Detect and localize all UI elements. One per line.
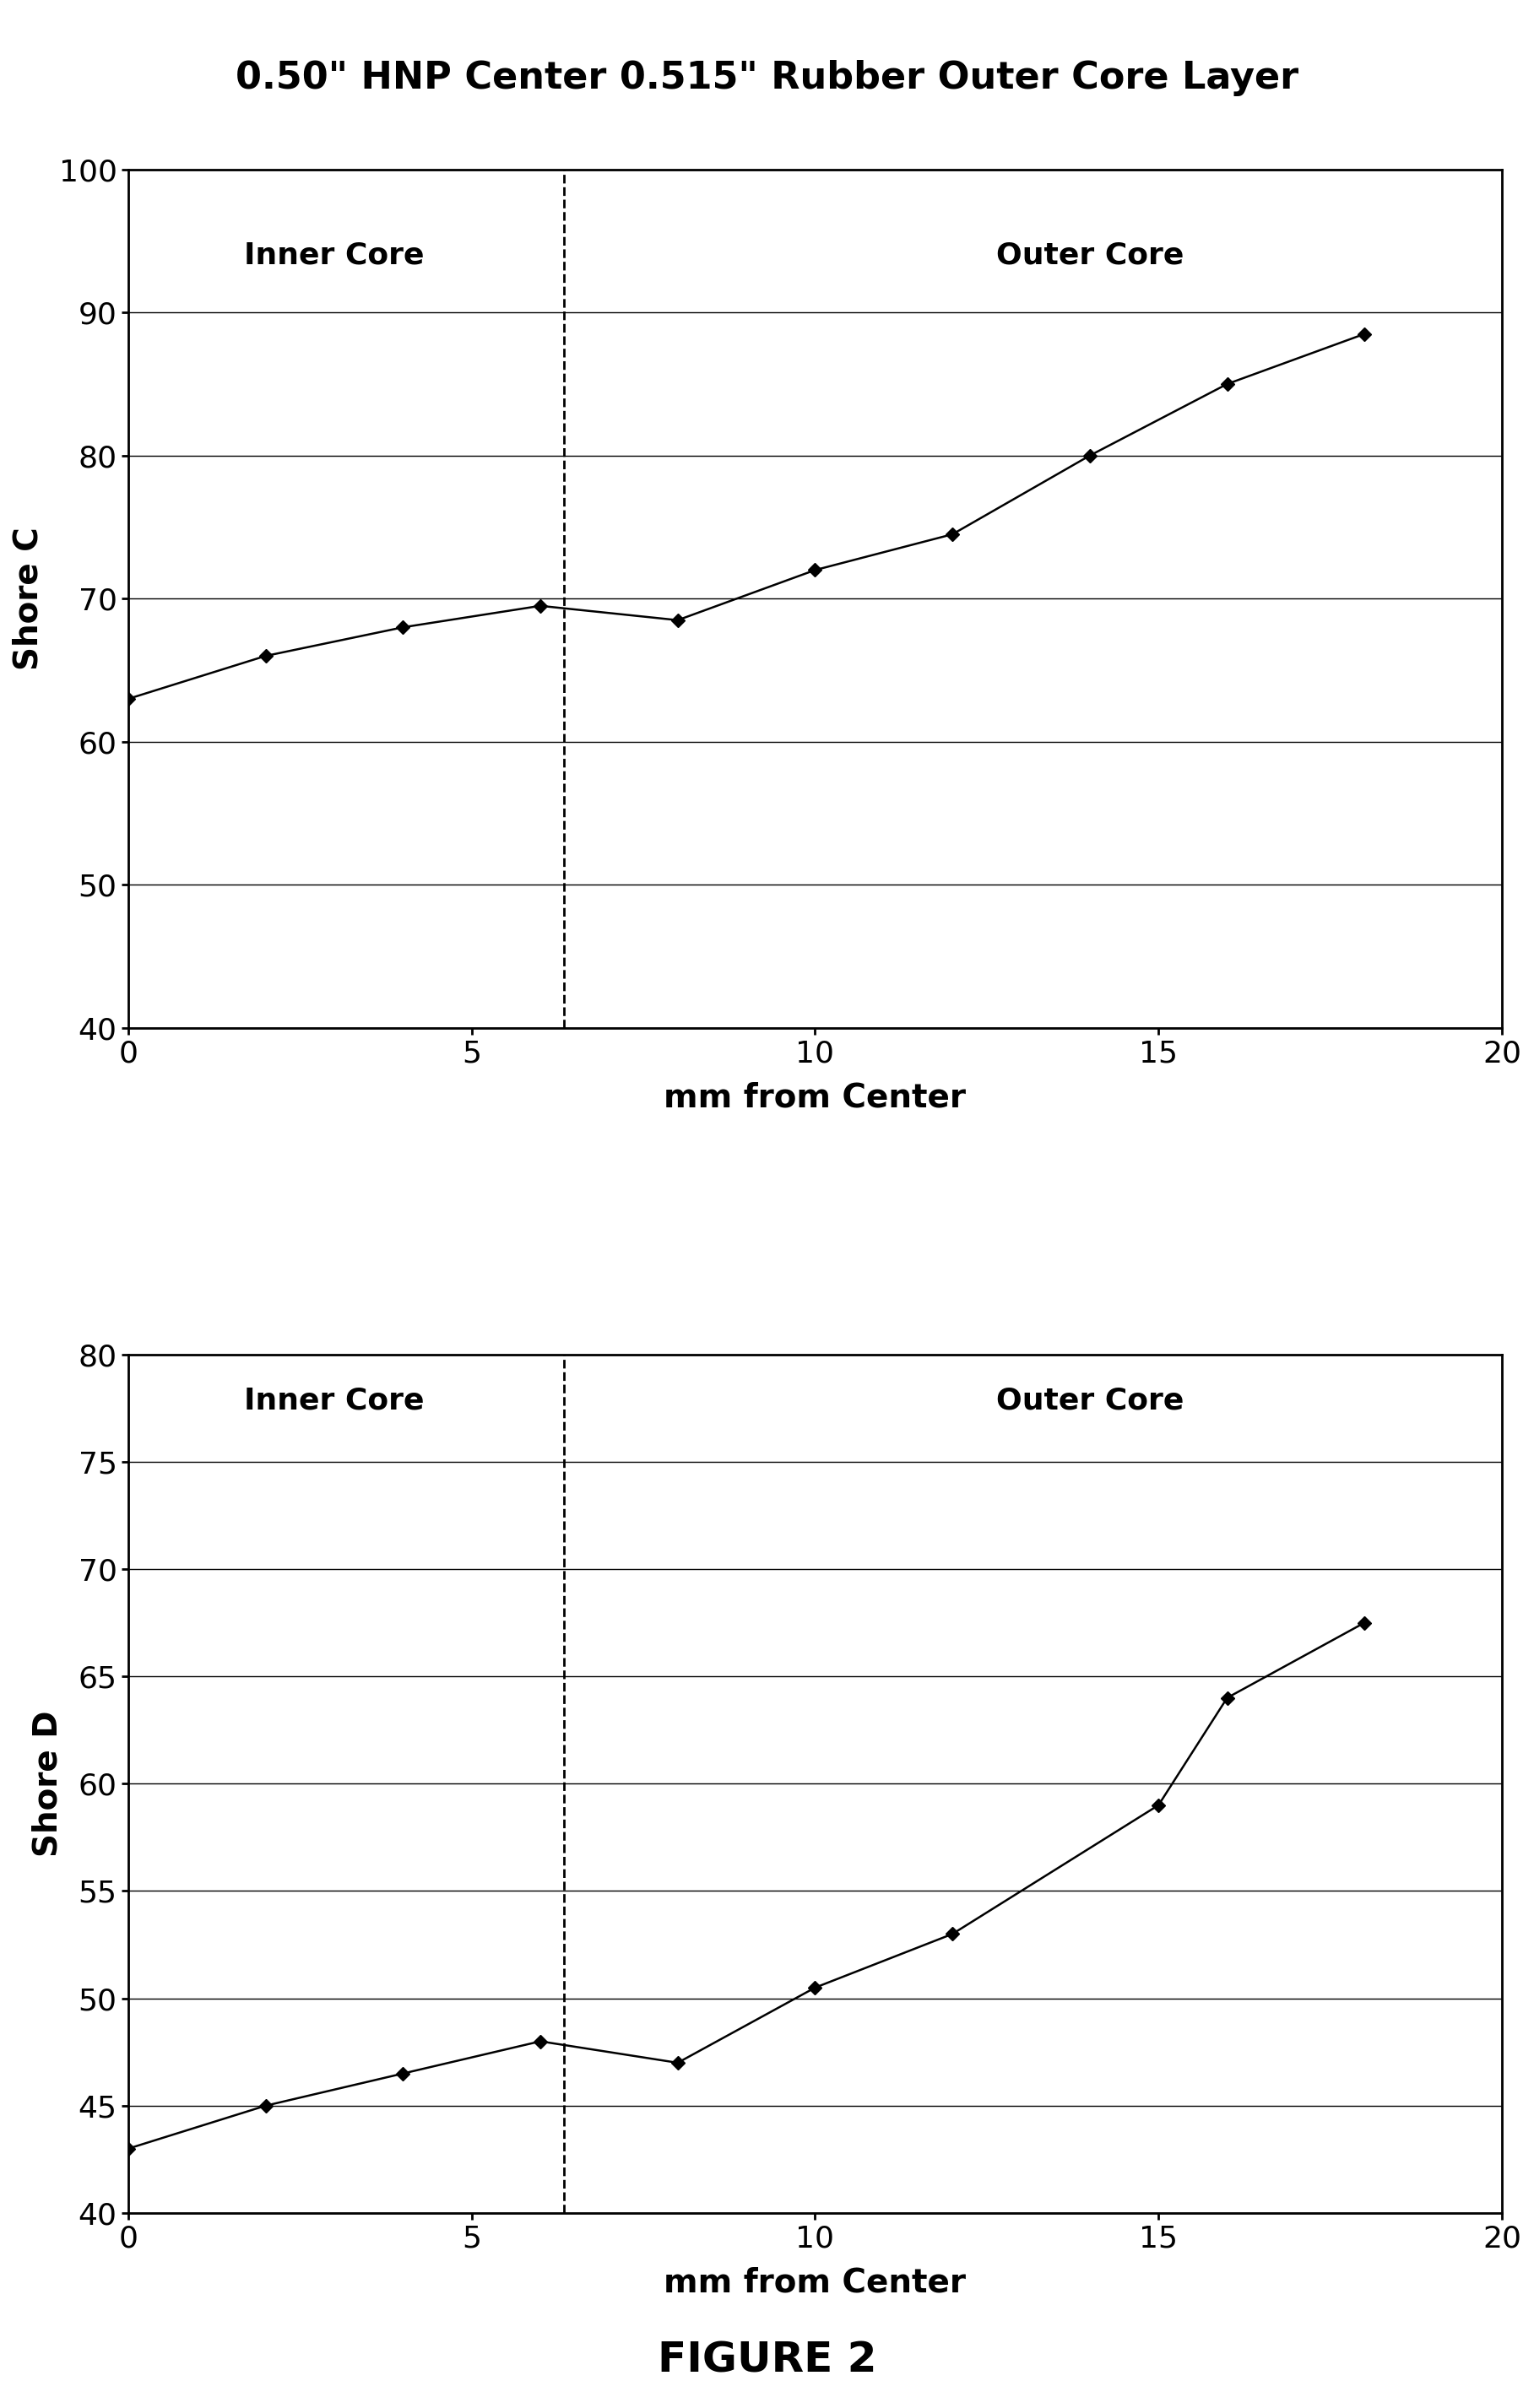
Text: 0.50" HNP Center 0.515" Rubber Outer Core Layer: 0.50" HNP Center 0.515" Rubber Outer Cor… bbox=[236, 60, 1298, 96]
Y-axis label: Shore C: Shore C bbox=[12, 527, 44, 669]
Text: Inner Core: Inner Core bbox=[244, 241, 425, 270]
Text: FIGURE 2: FIGURE 2 bbox=[658, 2341, 876, 2382]
X-axis label: mm from Center: mm from Center bbox=[664, 1081, 966, 1115]
Text: Outer Core: Outer Core bbox=[996, 1387, 1184, 1416]
Y-axis label: Shore D: Shore D bbox=[32, 1710, 64, 1857]
Text: Inner Core: Inner Core bbox=[244, 1387, 425, 1416]
Text: Outer Core: Outer Core bbox=[996, 241, 1184, 270]
X-axis label: mm from Center: mm from Center bbox=[664, 2266, 966, 2300]
